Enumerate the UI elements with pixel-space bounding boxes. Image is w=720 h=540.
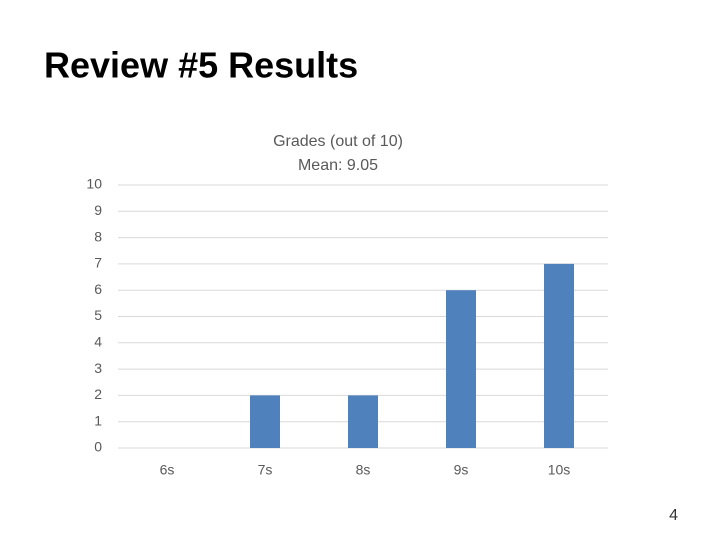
x-tick-label: 10s [548,462,571,478]
bar [250,395,280,448]
page-number: 4 [669,507,678,524]
y-tick-label: 5 [94,307,102,323]
x-tick-label: 8s [356,462,371,478]
y-tick-label: 3 [94,360,102,376]
y-tick-label: 8 [94,228,102,244]
bar [446,290,476,448]
y-tick-label: 6 [94,281,102,297]
bar [348,395,378,448]
y-tick-label: 10 [86,176,102,192]
y-tick-label: 9 [94,202,102,218]
chart-title: Grades (out of 10) [273,133,403,150]
y-tick-label: 1 [94,412,102,428]
y-tick-label: 4 [94,334,102,350]
x-tick-label: 6s [160,462,175,478]
y-tick-label: 0 [94,439,102,455]
x-tick-label: 9s [454,462,469,478]
y-tick-label: 2 [94,386,102,402]
x-tick-label: 7s [258,462,273,478]
y-tick-label: 7 [94,255,102,271]
bar [544,263,574,448]
slide-title: Review #5 Results [44,45,358,86]
chart-subtitle: Mean: 9.05 [298,157,378,174]
